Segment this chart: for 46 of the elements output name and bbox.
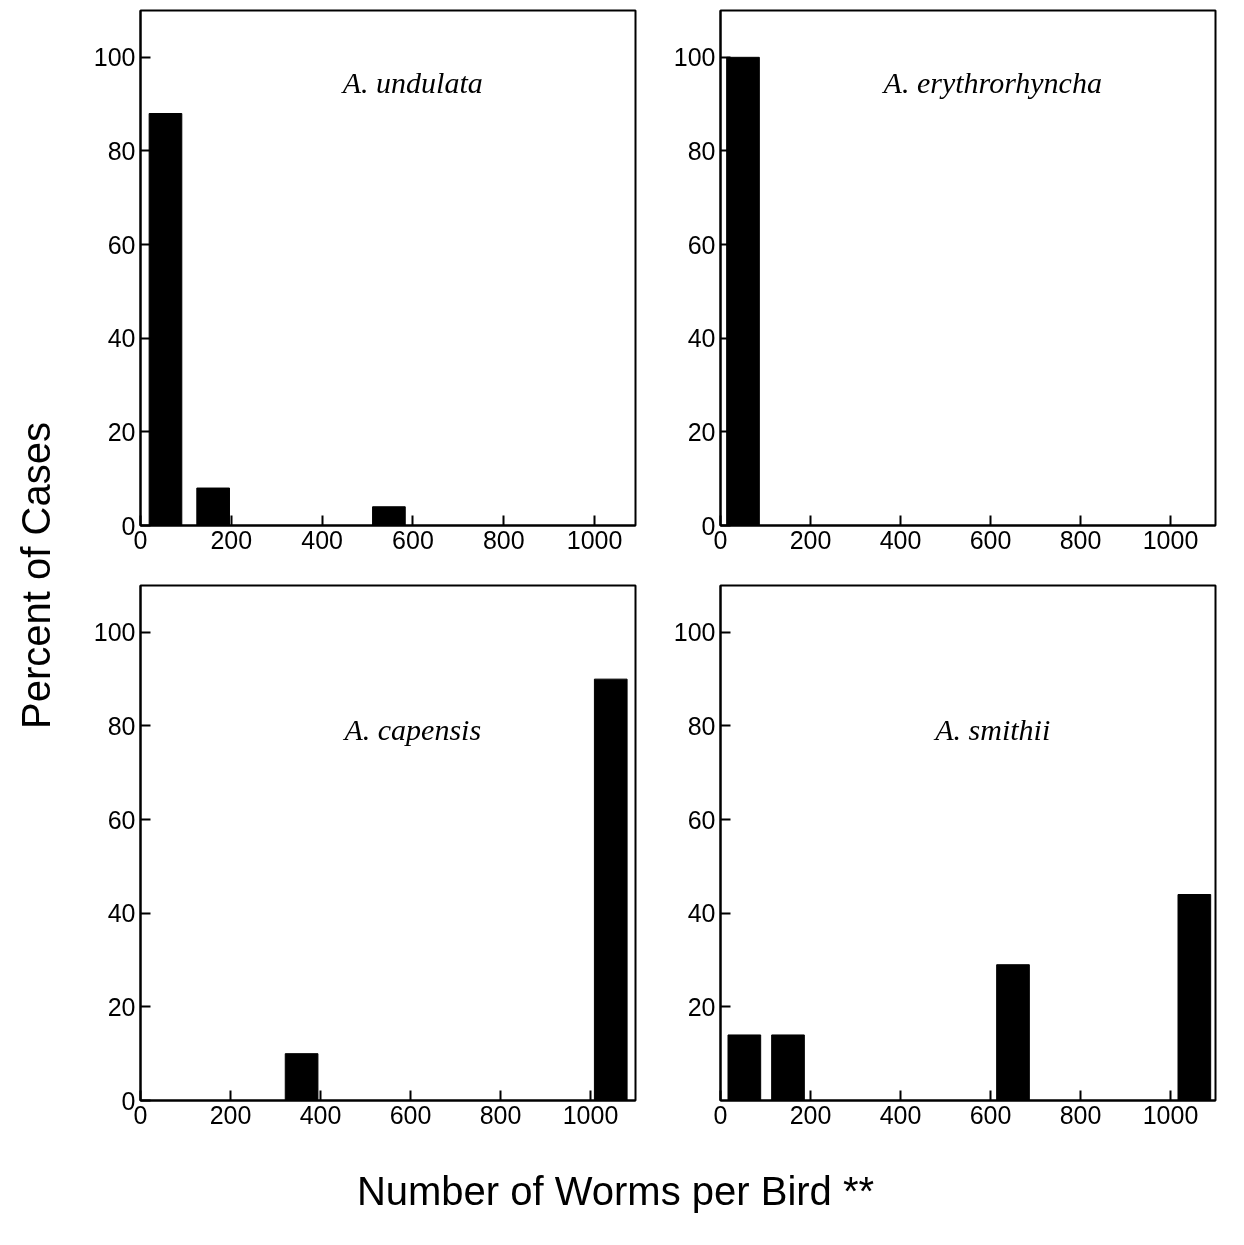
y-tick-label: 80: [687, 711, 716, 740]
x-tick-label: 200: [209, 1100, 252, 1129]
x-axis-title: Number of Worms per Bird **: [356, 1168, 875, 1213]
x-tick-label: 800: [482, 525, 525, 554]
text: A. capensis: [342, 713, 482, 747]
x-tick-label: 1000: [566, 525, 623, 554]
y-tick-label: 60: [687, 805, 716, 834]
x-tick-label: 1000: [562, 1100, 619, 1129]
x-tick-label: 1000: [1142, 525, 1199, 554]
y-tick-label: 100: [673, 618, 716, 647]
y-tick-label: 20: [107, 992, 136, 1021]
y-tick-label: 20: [687, 417, 716, 446]
y-tick-label: 40: [687, 324, 716, 353]
x-tick-label: 200: [789, 1100, 832, 1129]
x-tick-label: 400: [301, 525, 344, 554]
x-tick-label: 400: [299, 1100, 342, 1129]
x-tick-label: 400: [879, 1100, 922, 1129]
x-tick-label: 800: [1059, 1100, 1102, 1129]
y-tick-label: 40: [107, 324, 136, 353]
x-tick-label: 800: [1059, 525, 1102, 554]
y-tick-label: 60: [107, 805, 136, 834]
x-tick-label: 800: [479, 1100, 522, 1129]
y-tick-label: 60: [687, 230, 716, 259]
x-tick-label: 400: [879, 525, 922, 554]
x-tick-label: 600: [969, 1100, 1012, 1129]
y-tick-label: 40: [687, 899, 716, 928]
y-tick-label: 80: [107, 711, 136, 740]
y-tick-label: 80: [687, 136, 716, 165]
y-tick-label: 20: [107, 417, 136, 446]
y-axis-title: Percent of Cases: [13, 422, 58, 729]
x-tick-label: 200: [789, 525, 832, 554]
y-tick-label: 80: [107, 136, 136, 165]
y-tick-label: 100: [93, 43, 136, 72]
text: A. erythrorhyncha: [881, 66, 1102, 100]
y-tick-label: 40: [107, 899, 136, 928]
x-tick-label: 600: [969, 525, 1012, 554]
x-tick-label: 600: [392, 525, 434, 554]
y-tick-label: 100: [93, 618, 136, 647]
y-tick-label: 60: [107, 230, 136, 259]
y-tick-label: 100: [673, 43, 716, 72]
x-tick-label: 1000: [1142, 1100, 1199, 1129]
text: A. undulata: [340, 66, 483, 100]
x-tick-label: 200: [210, 525, 253, 554]
text: A. smithii: [933, 713, 1051, 747]
x-tick-label: 600: [389, 1100, 432, 1129]
y-tick-label: 20: [687, 992, 716, 1021]
